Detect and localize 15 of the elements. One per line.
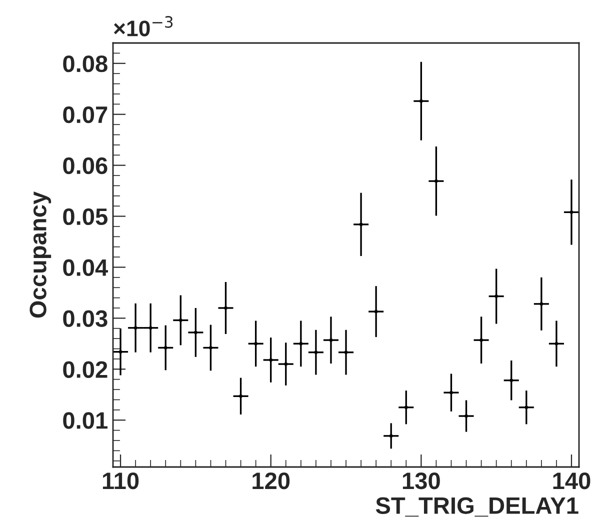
x-tick-label: 130 <box>402 472 440 490</box>
x-tick-label: 120 <box>252 472 290 490</box>
y-tick-label: 0.01 <box>63 412 108 429</box>
y-tick-label: 0.03 <box>63 310 108 328</box>
y-tick-label: 0.04 <box>63 259 108 276</box>
y-tick-label: 0.06 <box>63 157 108 174</box>
y-tick-label: 0.08 <box>63 55 108 72</box>
y-axis-title: Occupancy <box>30 191 52 318</box>
y-tick-label: 0.05 <box>63 208 108 226</box>
x-axis-title: ST_TRIG_DELAY1 <box>376 497 578 517</box>
y-tick-label: 0.02 <box>63 361 108 378</box>
text: ×10$^{−3}$ <box>114 16 173 36</box>
y-tick-label: 0.07 <box>63 106 108 124</box>
x-tick-label: 140 <box>553 472 590 490</box>
x-tick-label: 110 <box>102 472 139 490</box>
